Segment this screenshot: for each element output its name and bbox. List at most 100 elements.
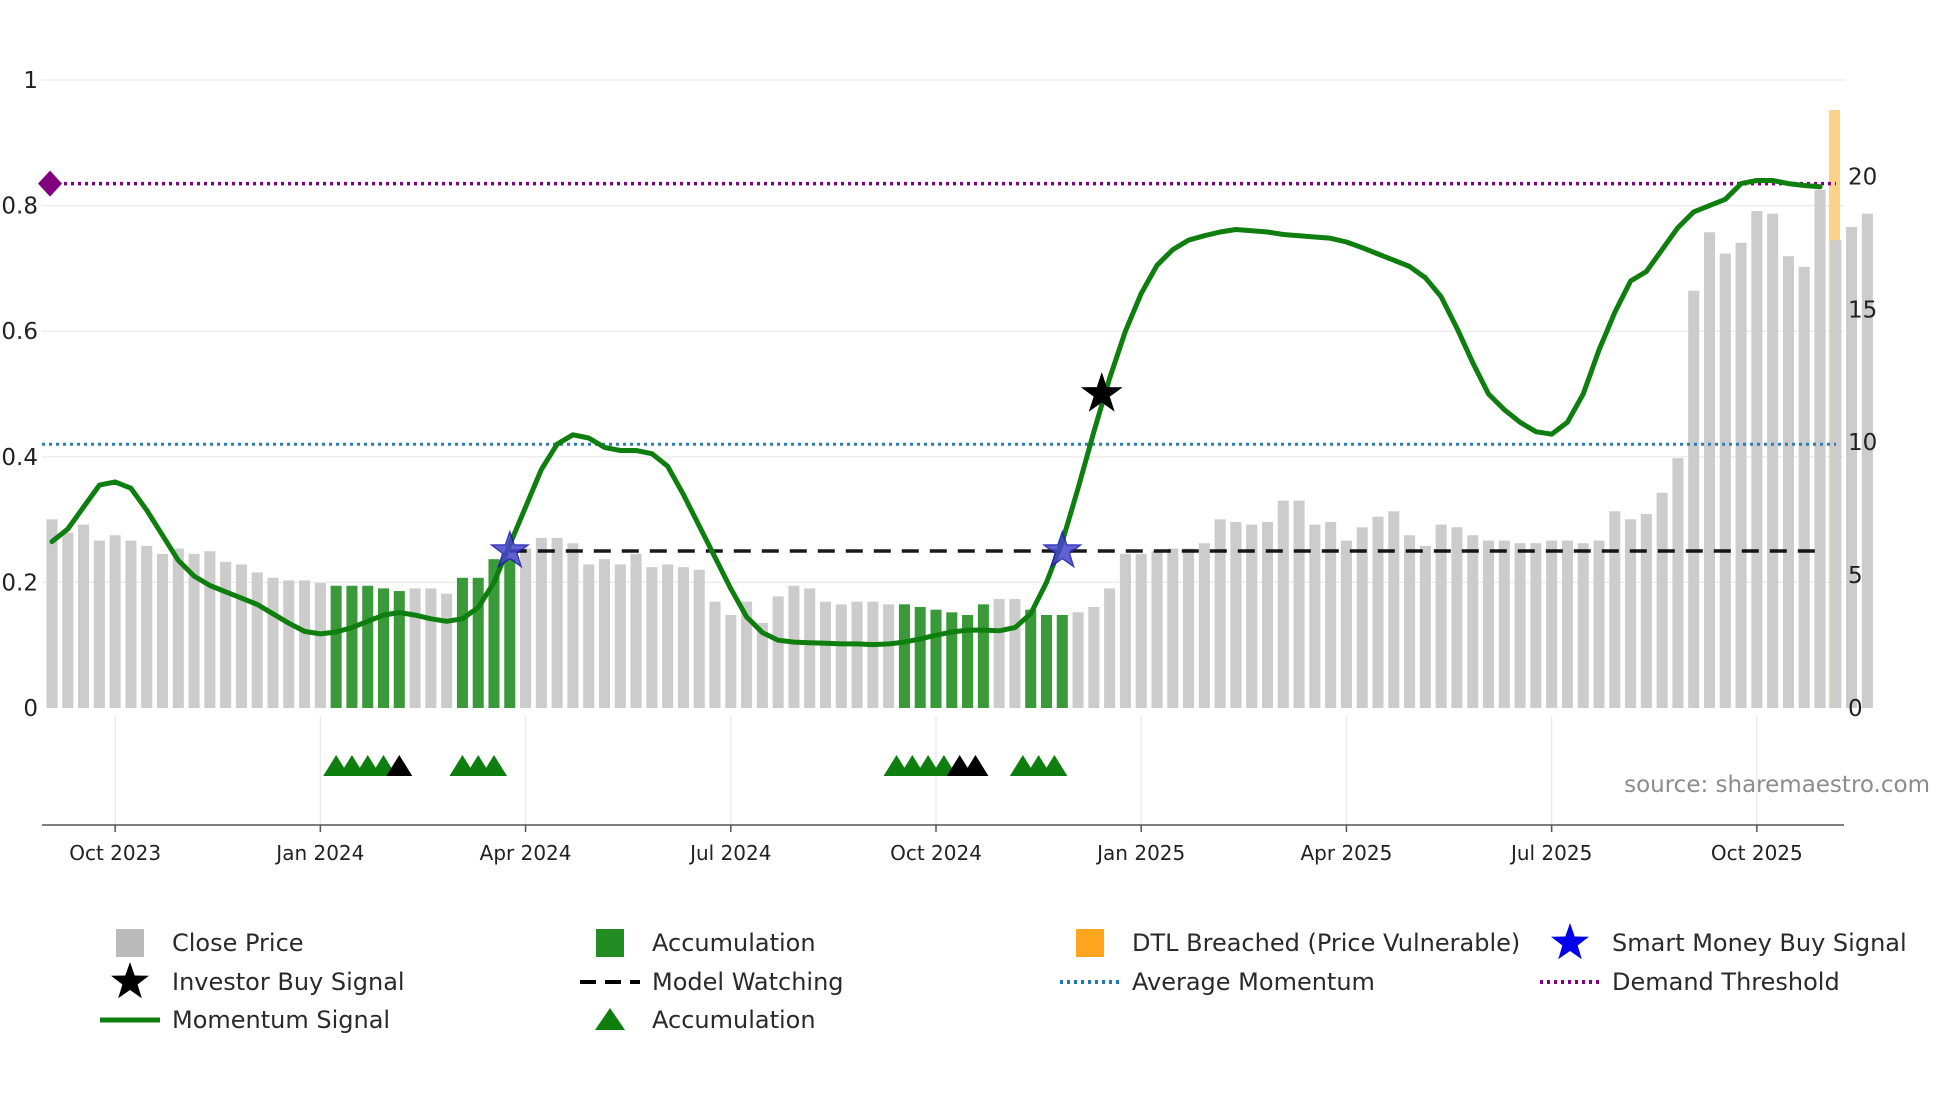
accumulation-marker <box>481 755 507 776</box>
accumulation-markers-layer <box>323 755 1068 776</box>
close-price-bar <box>567 543 579 708</box>
close-price-bar <box>1672 458 1684 708</box>
accumulation-bar <box>946 612 958 708</box>
legend-label: Demand Threshold <box>1612 968 1840 996</box>
close-price-bar <box>725 614 737 708</box>
x-tick-label: Oct 2025 <box>1711 841 1803 865</box>
close-price-bar <box>1577 543 1589 708</box>
legend-swatch <box>1076 929 1104 957</box>
close-price-bar <box>1846 226 1858 709</box>
accumulation-bar <box>977 604 989 708</box>
close-price-bar <box>1167 548 1179 708</box>
close-price-bar <box>267 577 279 708</box>
close-price-bar <box>1830 240 1842 708</box>
close-price-bar <box>78 524 90 708</box>
close-price-bar <box>314 583 326 708</box>
legend-item: Accumulation <box>595 1006 816 1034</box>
close-price-bar <box>1009 599 1021 708</box>
close-price-bar <box>1561 540 1573 708</box>
left-tick-label: 0.4 <box>1 445 38 471</box>
x-tick-label: Apr 2025 <box>1300 841 1392 865</box>
close-price-bar <box>583 564 595 708</box>
accumulation-marker <box>962 755 989 776</box>
close-price-bar <box>709 601 721 708</box>
close-price-bar <box>851 601 863 708</box>
close-price-bar <box>1767 213 1779 709</box>
close-price-bar <box>772 596 784 708</box>
close-price-bar <box>1609 511 1621 708</box>
accumulation-bar <box>504 559 516 708</box>
reference-lines <box>38 170 1836 553</box>
left-tick-label: 1 <box>23 68 38 94</box>
close-price-bar <box>1435 524 1447 708</box>
close-price-bar <box>1719 253 1731 708</box>
right-tick-label: 20 <box>1848 164 1877 190</box>
close-price-bar <box>109 535 121 708</box>
close-price-bar <box>1751 210 1763 709</box>
accumulation-bar <box>393 591 405 708</box>
close-price-bar <box>1325 521 1337 708</box>
investor-buy-signal <box>1080 372 1123 412</box>
close-price-bar <box>220 561 232 708</box>
left-tick-label: 0 <box>23 696 38 722</box>
close-price-bar <box>299 580 311 708</box>
left-tick-label: 0.8 <box>1 194 38 220</box>
right-tick-label: 5 <box>1848 563 1863 589</box>
close-price-bar <box>1356 527 1368 708</box>
close-price-bar <box>662 564 674 708</box>
close-price-bar <box>1498 540 1510 708</box>
close-price-bar <box>693 569 705 708</box>
x-tick-label: Jan 2025 <box>1095 841 1185 865</box>
close-price-bar <box>1135 553 1147 708</box>
close-price-bar <box>788 585 800 708</box>
accumulation-bar <box>330 585 342 708</box>
accumulation-marker <box>1041 755 1068 776</box>
close-price-bar <box>1861 213 1873 709</box>
close-price-bar <box>283 580 295 708</box>
legend-triangle-icon <box>595 1008 625 1030</box>
close-price-bar <box>1451 527 1463 708</box>
close-price-bar <box>1814 189 1826 708</box>
accumulation-bar <box>456 577 468 708</box>
close-price-bar <box>1688 290 1700 708</box>
close-price-bar <box>1640 513 1652 708</box>
legend: Close Price Accumulation DTL Breached (Pri… <box>100 923 1907 1034</box>
accumulation-bar <box>1056 614 1068 708</box>
close-price-bar <box>1735 242 1747 708</box>
close-price-bar <box>1703 232 1716 708</box>
source-watermark: source: sharemaestro.com <box>1624 772 1930 798</box>
close-price-bar <box>1151 551 1163 708</box>
close-price-bar <box>646 567 658 708</box>
legend-item: Average Momentum <box>1060 968 1375 996</box>
close-price-bar <box>1230 521 1242 708</box>
close-price-bar <box>1340 540 1352 708</box>
close-price-bar <box>1514 543 1526 708</box>
close-price-bar <box>1593 540 1605 708</box>
close-price-bar <box>1198 543 1210 708</box>
right-tick-label: 10 <box>1848 430 1877 456</box>
legend-swatch <box>116 929 144 957</box>
close-price-bar <box>172 548 184 708</box>
right-tick-label: 0 <box>1848 696 1863 722</box>
close-price-bar <box>551 537 563 708</box>
close-price-bar <box>1482 540 1495 708</box>
legend-star-icon <box>111 962 149 999</box>
close-price-bar <box>1656 492 1668 708</box>
close-price-bars <box>46 189 1873 709</box>
legend-label: Average Momentum <box>1132 968 1375 996</box>
close-price-bar <box>93 540 105 708</box>
legend-star-icon <box>1551 923 1589 960</box>
close-price-bar <box>1072 612 1084 708</box>
legend-item: Demand Threshold <box>1540 968 1840 996</box>
legend-item: Smart Money Buy Signal <box>1551 923 1907 960</box>
momentum-signal-line <box>49 178 1823 648</box>
close-price-bar <box>141 545 153 708</box>
close-price-bar <box>1246 524 1258 708</box>
close-price-bar <box>156 553 169 708</box>
legend-item: Investor Buy Signal <box>111 962 405 999</box>
x-tick-label: Apr 2024 <box>480 841 572 865</box>
close-price-bar <box>741 601 753 708</box>
close-price-bar <box>1261 521 1274 708</box>
accumulation-bar <box>488 559 500 708</box>
